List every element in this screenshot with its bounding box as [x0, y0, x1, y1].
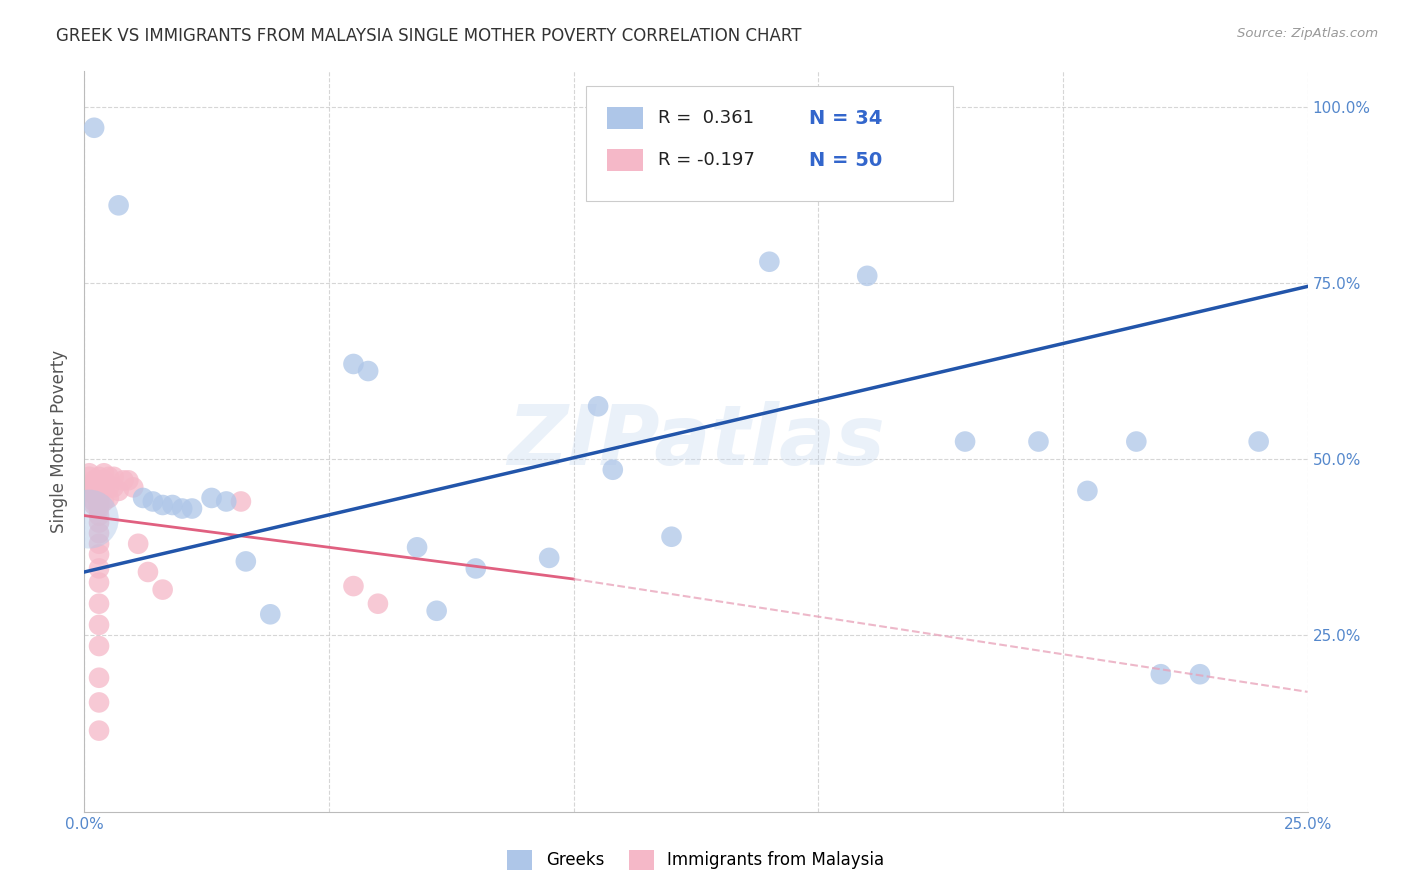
Point: [1028, 434, 1050, 449]
Point: [83, 498, 105, 512]
Point: [87, 618, 110, 632]
Point: [406, 541, 429, 555]
Point: [87, 508, 110, 523]
Point: [87, 695, 110, 709]
Point: [83, 120, 105, 135]
Point: [758, 254, 780, 268]
Point: [87, 537, 110, 551]
Point: [87, 483, 110, 498]
Point: [93, 494, 115, 508]
Point: [602, 463, 624, 477]
Point: [87, 639, 110, 653]
Point: [87, 561, 110, 575]
Legend: Greeks, Immigrants from Malaysia: Greeks, Immigrants from Malaysia: [508, 850, 884, 870]
Point: [87, 473, 110, 487]
Point: [83, 494, 105, 508]
Point: [122, 480, 145, 494]
Point: [426, 604, 449, 618]
Point: [87, 487, 110, 501]
Point: [87, 723, 110, 738]
Point: [87, 671, 110, 685]
Point: [142, 494, 165, 508]
Point: [229, 494, 252, 508]
Point: [200, 491, 222, 505]
Point: [87, 494, 110, 508]
Point: [172, 501, 194, 516]
Point: [87, 476, 110, 491]
Point: [342, 357, 364, 371]
Point: [97, 480, 120, 494]
Point: [1247, 434, 1270, 449]
Point: [87, 547, 110, 561]
Point: [215, 494, 238, 508]
Point: [342, 579, 364, 593]
Point: [77, 470, 100, 484]
Point: [87, 526, 110, 541]
Text: Source: ZipAtlas.com: Source: ZipAtlas.com: [1237, 27, 1378, 40]
Point: [83, 487, 105, 501]
Point: [1125, 434, 1147, 449]
Text: N = 34: N = 34: [808, 109, 882, 128]
Text: R =  0.361: R = 0.361: [658, 109, 754, 127]
Point: [259, 607, 281, 622]
Point: [83, 473, 105, 487]
Point: [103, 480, 125, 494]
Point: [87, 501, 110, 516]
Point: [87, 498, 110, 512]
FancyBboxPatch shape: [606, 107, 644, 129]
Y-axis label: Single Mother Poverty: Single Mother Poverty: [51, 350, 69, 533]
Point: [136, 565, 159, 579]
Point: [1150, 667, 1173, 681]
Point: [953, 434, 976, 449]
Point: [117, 473, 139, 487]
Point: [112, 473, 135, 487]
Point: [77, 467, 100, 481]
Point: [87, 470, 110, 484]
Point: [856, 268, 879, 283]
Point: [538, 550, 561, 565]
Point: [357, 364, 380, 378]
Point: [152, 498, 174, 512]
Point: [87, 575, 110, 590]
Point: [152, 582, 174, 597]
Point: [1188, 667, 1211, 681]
Point: [103, 470, 125, 484]
Text: GREEK VS IMMIGRANTS FROM MALAYSIA SINGLE MOTHER POVERTY CORRELATION CHART: GREEK VS IMMIGRANTS FROM MALAYSIA SINGLE…: [56, 27, 801, 45]
Point: [181, 501, 204, 516]
Point: [97, 470, 120, 484]
FancyBboxPatch shape: [586, 87, 953, 201]
Point: [83, 476, 105, 491]
Point: [77, 512, 100, 526]
Point: [87, 516, 110, 530]
Point: [132, 491, 155, 505]
FancyBboxPatch shape: [606, 149, 644, 171]
Point: [235, 554, 257, 568]
Point: [87, 597, 110, 611]
Point: [107, 483, 129, 498]
Point: [83, 483, 105, 498]
Point: [93, 467, 115, 481]
Point: [661, 530, 683, 544]
Point: [127, 537, 149, 551]
Point: [97, 491, 120, 505]
Point: [93, 473, 115, 487]
Text: N = 50: N = 50: [808, 151, 882, 169]
Text: R = -0.197: R = -0.197: [658, 152, 755, 169]
Point: [1076, 483, 1098, 498]
Text: ZIPatlas: ZIPatlas: [508, 401, 884, 482]
Point: [464, 561, 486, 575]
Point: [586, 399, 609, 413]
Point: [107, 198, 129, 212]
Point: [83, 480, 105, 494]
Point: [162, 498, 184, 512]
Point: [93, 480, 115, 494]
Point: [367, 597, 389, 611]
Point: [87, 491, 110, 505]
